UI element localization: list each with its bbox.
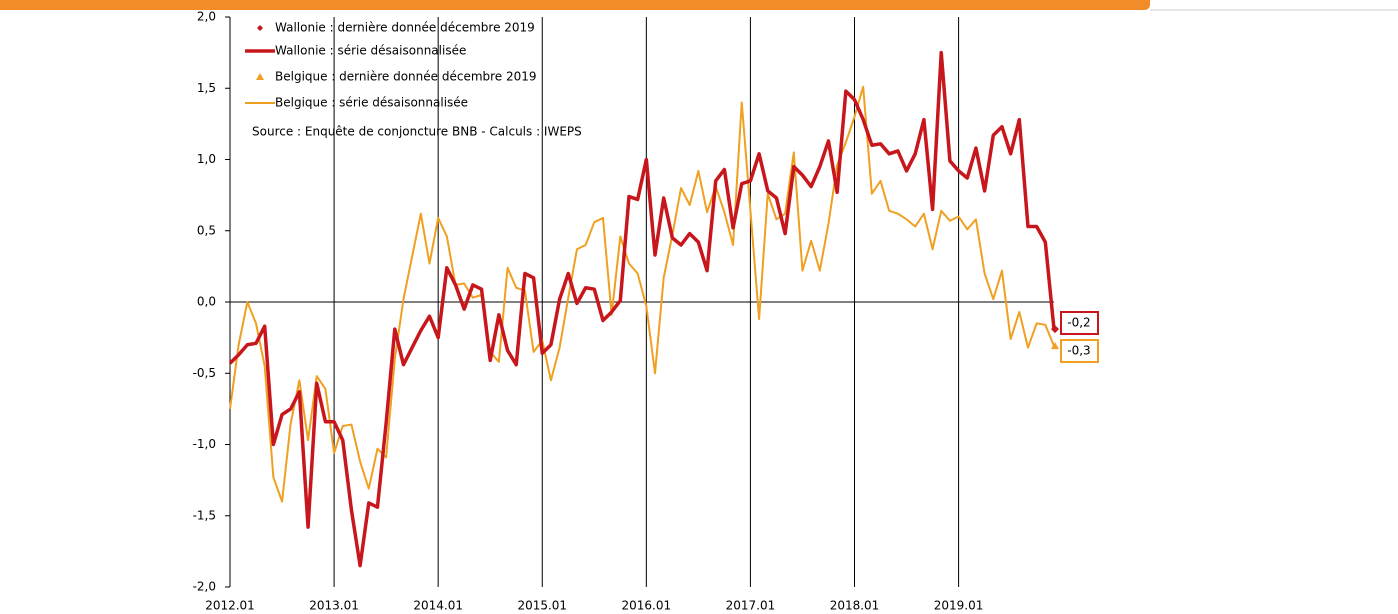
- x-tick-label: 2013.01: [309, 599, 359, 613]
- value-label: -0,2: [1067, 316, 1090, 330]
- legend-swatch: [256, 73, 264, 80]
- legend-label: Wallonie : série désaisonnalisée: [275, 44, 466, 58]
- x-tick-label: 2015.01: [517, 599, 567, 613]
- legend-label: Wallonie : dernière donnée décembre 2019: [275, 21, 535, 35]
- legend-label: Belgique : série désaisonnalisée: [275, 96, 468, 110]
- y-tick-label: 2,0: [197, 10, 216, 24]
- y-tick-label: -2,0: [193, 580, 216, 594]
- y-tick-label: -1,0: [193, 437, 216, 451]
- x-tick-label: 2014.01: [413, 599, 463, 613]
- legend-swatch: [257, 25, 263, 31]
- y-tick-label: 1,0: [197, 152, 216, 166]
- series-line: [229, 85, 1055, 503]
- last-point-marker: [1051, 342, 1059, 350]
- y-tick-label: 0,5: [197, 223, 216, 237]
- value-label-box: [1060, 311, 1099, 335]
- legend-label: Belgique : dernière donnée décembre 2019: [275, 70, 537, 84]
- x-tick-label: 2019.01: [934, 599, 984, 613]
- last-point-marker: [1051, 325, 1059, 334]
- series-line: [228, 50, 1056, 568]
- x-tick-label: 2017.01: [726, 599, 776, 613]
- y-tick-label: -0,5: [193, 366, 216, 380]
- y-tick-label: 1,5: [197, 81, 216, 95]
- value-label: -0,3: [1067, 344, 1090, 358]
- x-tick-label: 2018.01: [830, 599, 880, 613]
- source-note: Source : Enquête de conjoncture BNB - Ca…: [252, 125, 582, 139]
- y-tick-label: 0,0: [197, 295, 216, 309]
- x-tick-label: 2016.01: [622, 599, 672, 613]
- y-tick-label: -1,5: [193, 508, 216, 522]
- value-label-box: [1060, 339, 1099, 363]
- header-bar: [0, 0, 1150, 10]
- x-tick-label: 2012.01: [205, 599, 255, 613]
